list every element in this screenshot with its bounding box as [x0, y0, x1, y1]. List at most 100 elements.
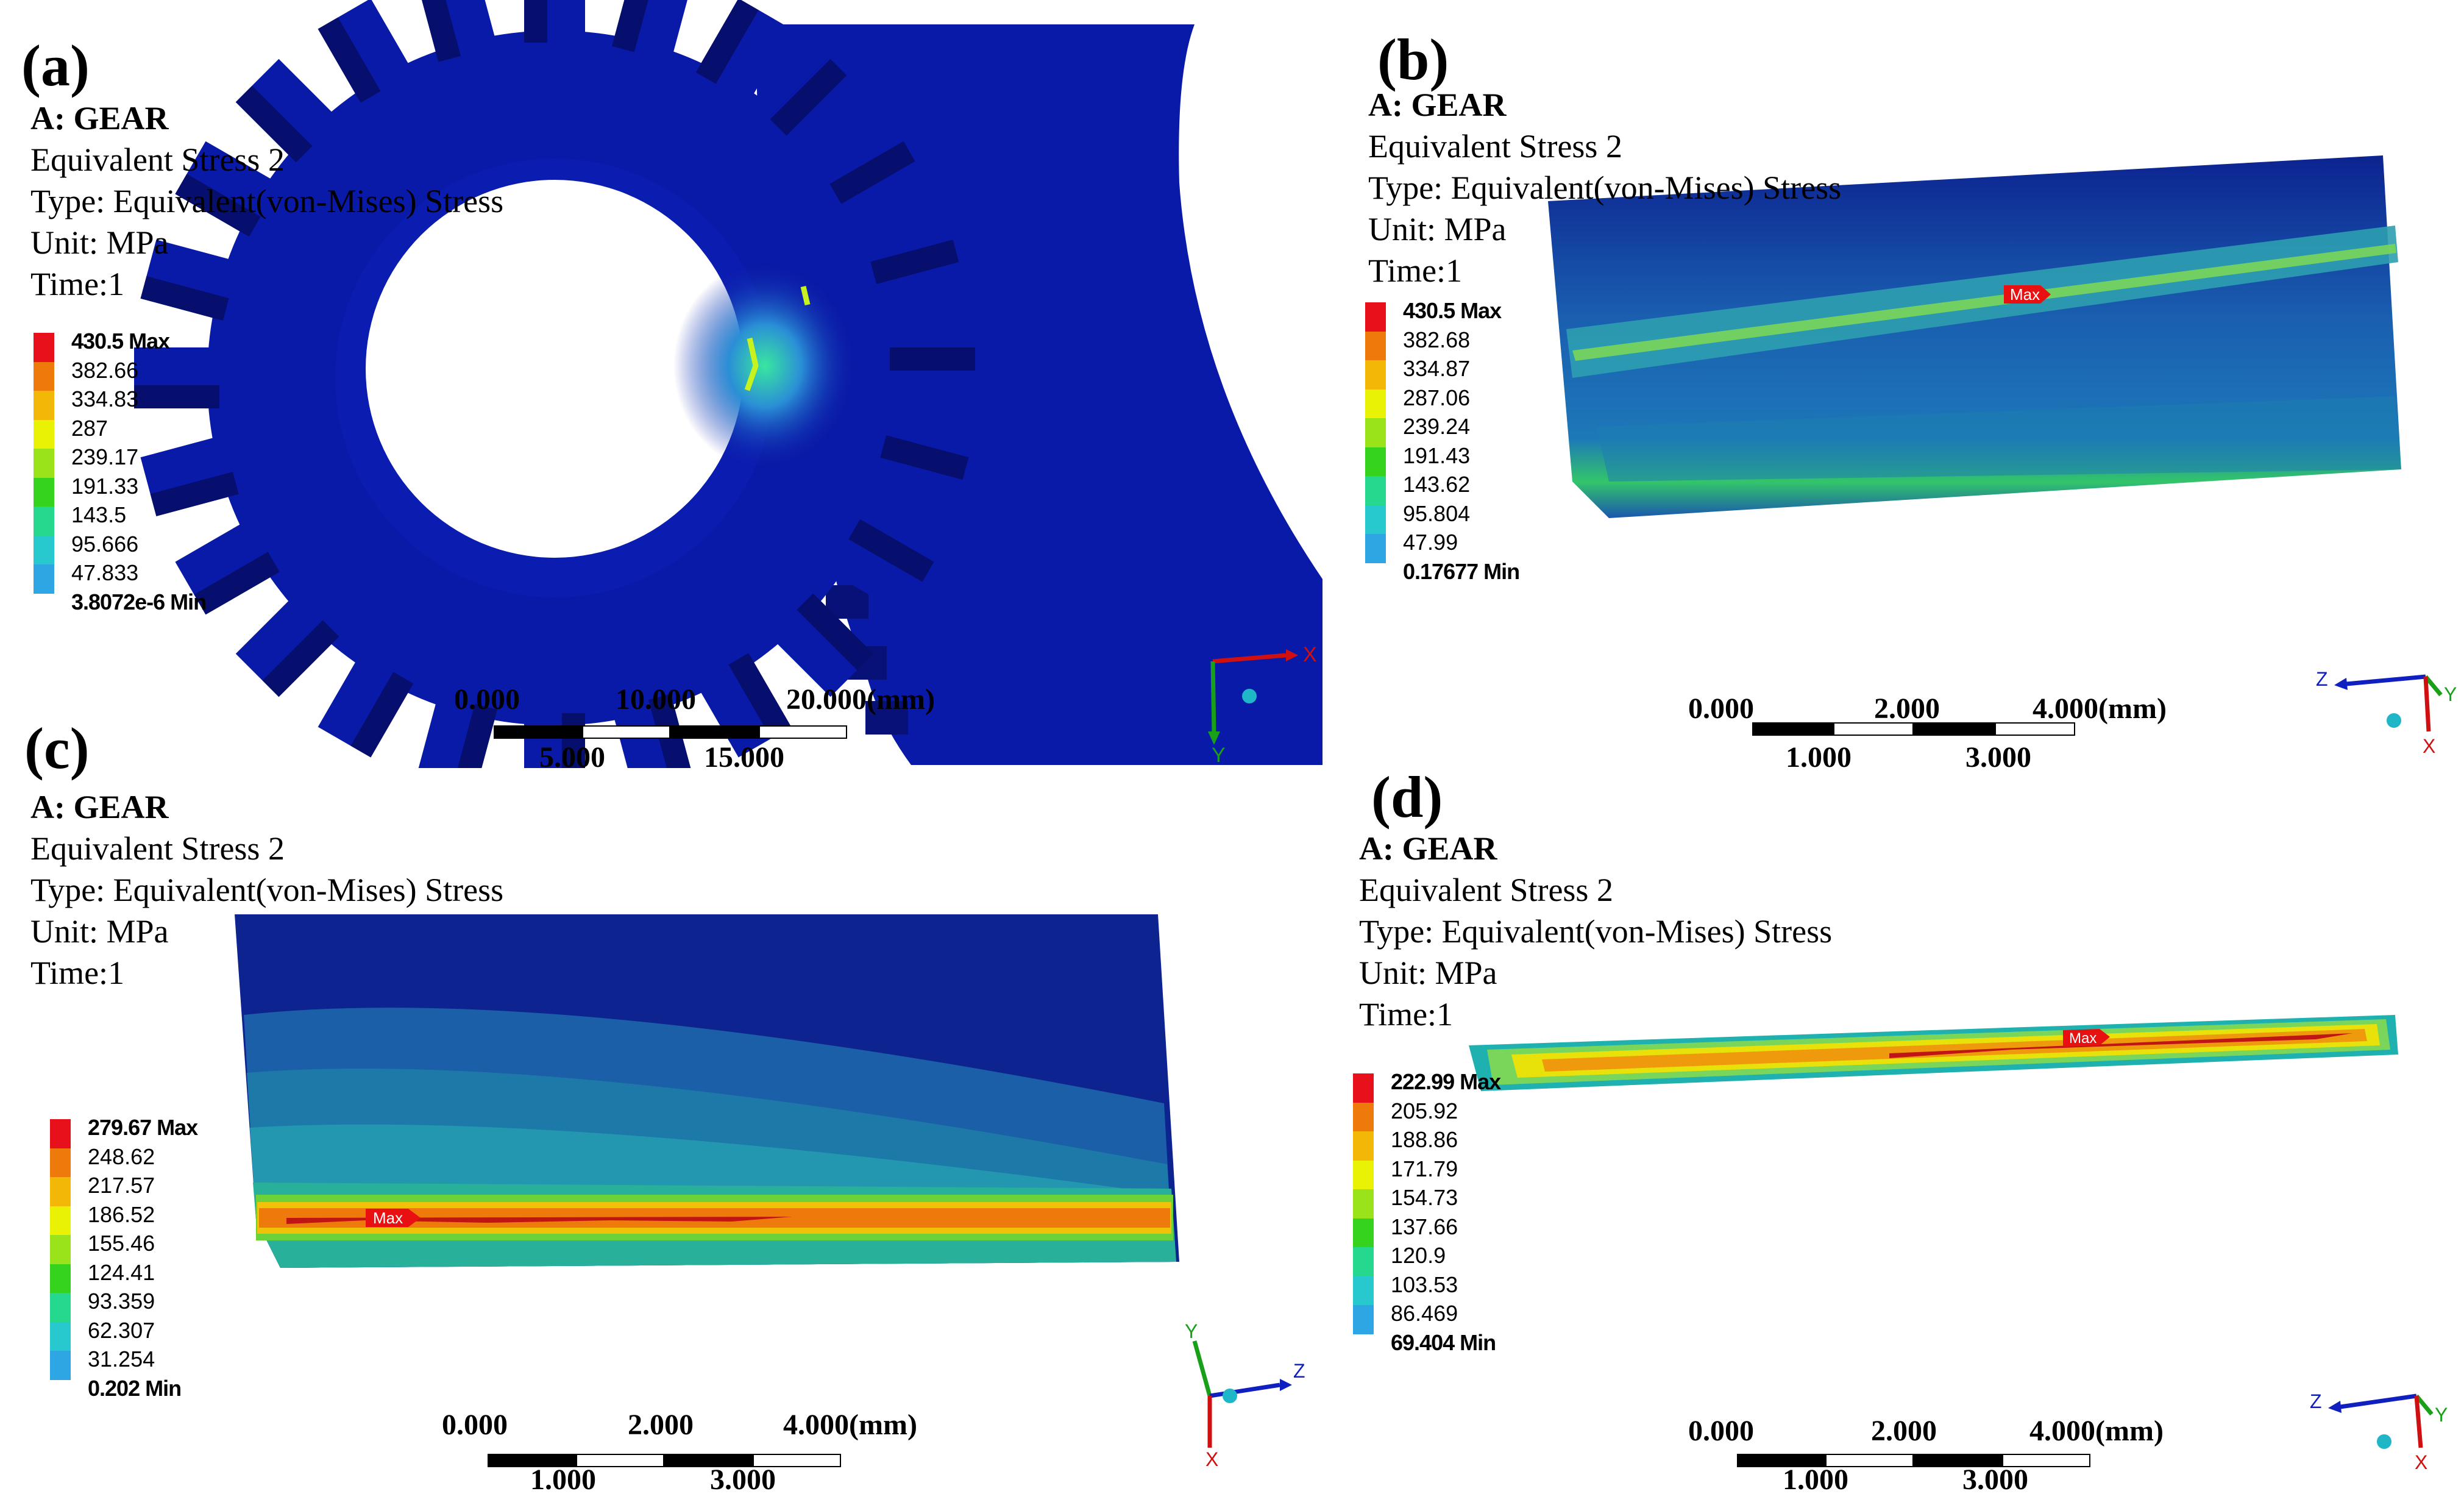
gear-tooth-shade [870, 240, 959, 285]
tooth-surface-view-c: Max Y Z X [235, 914, 1305, 1470]
result-name: Equivalent Stress 2 [30, 830, 285, 867]
legend-value: 137.66 [1391, 1214, 1458, 1239]
legend-swatch [1353, 1160, 1374, 1189]
scale-label-2: 2.000 [1871, 1415, 1937, 1447]
legend-value: 120.9 [1391, 1243, 1446, 1268]
legend-swatch [50, 1119, 71, 1148]
legend-value: 143.5 [71, 502, 127, 527]
result-name: Equivalent Stress 2 [1359, 872, 1613, 908]
coordinate-triad: X Y [1208, 643, 1317, 767]
result-time: Time:1 [1368, 252, 1463, 289]
gear-tooth [770, 593, 874, 697]
gear-tooth-shade [848, 519, 934, 582]
scale-label-2: 2.000 [628, 1409, 694, 1441]
panel-a: X Y (a) A: GEAR Equivalent Stress 2 Type… [0, 0, 1329, 768]
stress-legend: 279.67 Max 248.62 217.57 186.52 155.46 124.41… [50, 1115, 306, 1408]
legend-value: 239.17 [71, 444, 139, 469]
scale-label-1: 1.000 [1783, 1464, 1848, 1496]
legend-swatch [1365, 447, 1386, 476]
result-title: A: GEAR [30, 100, 169, 137]
legend-value: 287.06 [1403, 385, 1471, 410]
legend-swatch [1365, 534, 1386, 563]
legend-value: 3.8072e-6 Min [71, 589, 207, 614]
result-type: Type: Equivalent(von-Mises) Stress [1359, 913, 1833, 950]
result-title: A: GEAR [1359, 830, 1497, 867]
legend-swatch [34, 449, 54, 478]
tooth-surface-view-b: Max Z Y X [1548, 155, 2457, 757]
scale-segment [1833, 722, 1914, 736]
panel-label: (c) [24, 716, 90, 781]
legend-value: 188.86 [1391, 1127, 1458, 1152]
gear-tooth-shade [416, 0, 461, 62]
legend-swatch [1353, 1305, 1374, 1334]
scale-segment [2002, 1454, 2090, 1467]
axis-y-label: Y [2444, 683, 2457, 705]
legend-value: 191.43 [1403, 443, 1471, 468]
scale-label-0: 0.000 [442, 1409, 508, 1441]
legend-swatch [50, 1322, 71, 1351]
legend-value: 95.666 [71, 531, 139, 557]
result-unit: Unit: MPa [1359, 955, 1497, 991]
legend-swatch [1353, 1102, 1374, 1131]
scale-segment [494, 725, 582, 739]
scale-label-5: 5.000 [539, 741, 605, 768]
result-title: A: GEAR [30, 789, 169, 825]
stress-legend: 430.5 Max 382.66 334.83 287 239.17 191.33 143.… [34, 329, 289, 622]
scale-bar [494, 725, 847, 739]
legend-swatch [1353, 1131, 1374, 1161]
legend-swatch [1365, 418, 1386, 447]
legend-swatch [1353, 1247, 1374, 1276]
gear-tooth-shade [262, 620, 339, 697]
axis-z-label: Z [1293, 1360, 1305, 1382]
scale-label-15: 15.000 [704, 741, 784, 768]
max-marker [2004, 285, 2051, 304]
result-time: Time:1 [30, 266, 125, 302]
axis-z-label: Z [2310, 1390, 2322, 1412]
legend-value: 155.46 [88, 1231, 155, 1256]
scale-label-10: 10.000 [616, 683, 696, 716]
legend-value: 95.804 [1403, 500, 1471, 526]
max-marker [2063, 1029, 2110, 1047]
legend-value: 205.92 [1391, 1098, 1458, 1123]
scale-label-1: 1.000 [530, 1464, 596, 1496]
result-type: Type: Equivalent(von-Mises) Stress [1368, 169, 1842, 206]
gear-tooth-shade [728, 653, 792, 739]
legend-value: 382.66 [71, 357, 139, 383]
axis-y-label: Y [1185, 1320, 1198, 1342]
panel-label: (d) [1371, 768, 1443, 830]
max-tag: Max [2069, 1030, 2097, 1047]
result-header: A: GEAR Equivalent Stress 2 Type: Equiva… [1359, 828, 1832, 1035]
gear-tooth [235, 593, 339, 697]
result-type: Type: Equivalent(von-Mises) Stress [30, 872, 504, 908]
gear-tooth-shade [134, 385, 219, 408]
coordinate-triad: Z Y X [2310, 1390, 2448, 1473]
legend-swatch [34, 361, 54, 391]
legend-value: 186.52 [88, 1201, 155, 1227]
gear-tooth [770, 59, 874, 163]
scale-label-0: 0.000 [454, 683, 520, 716]
gear-tooth-shade [524, 0, 547, 43]
legend-swatch [34, 507, 54, 536]
gear-tooth-shade [880, 435, 969, 480]
scale-segment [1752, 722, 1833, 736]
scale-label-3: 3.000 [1962, 1464, 2028, 1496]
legend-swatch [1353, 1218, 1374, 1247]
gear-tooth-shade [829, 141, 915, 204]
axis-z-label: Z [2316, 668, 2328, 690]
scale-segment [1825, 1454, 1914, 1467]
panel-label: (b) [1377, 27, 1449, 92]
scale-label-4: 4.000(mm) [783, 1409, 917, 1441]
legend-value: 279.67 Max [88, 1115, 198, 1140]
legend-swatch [50, 1351, 71, 1380]
legend-swatch [50, 1177, 71, 1206]
legend-swatch [34, 564, 54, 594]
gear-tooth-shade [350, 672, 414, 758]
axis-y-label: Y [1212, 744, 1226, 767]
gear-bore [366, 180, 744, 558]
legend-swatch [1365, 505, 1386, 534]
gear-mesh-view: X Y [134, 0, 1323, 768]
panel-c: Max Y Z X (c) A: GEAR Equivalent Stress … [0, 707, 1329, 1505]
legend-swatch [1365, 302, 1386, 332]
legend-value: 191.33 [71, 473, 139, 499]
legend-swatch [1365, 360, 1386, 390]
